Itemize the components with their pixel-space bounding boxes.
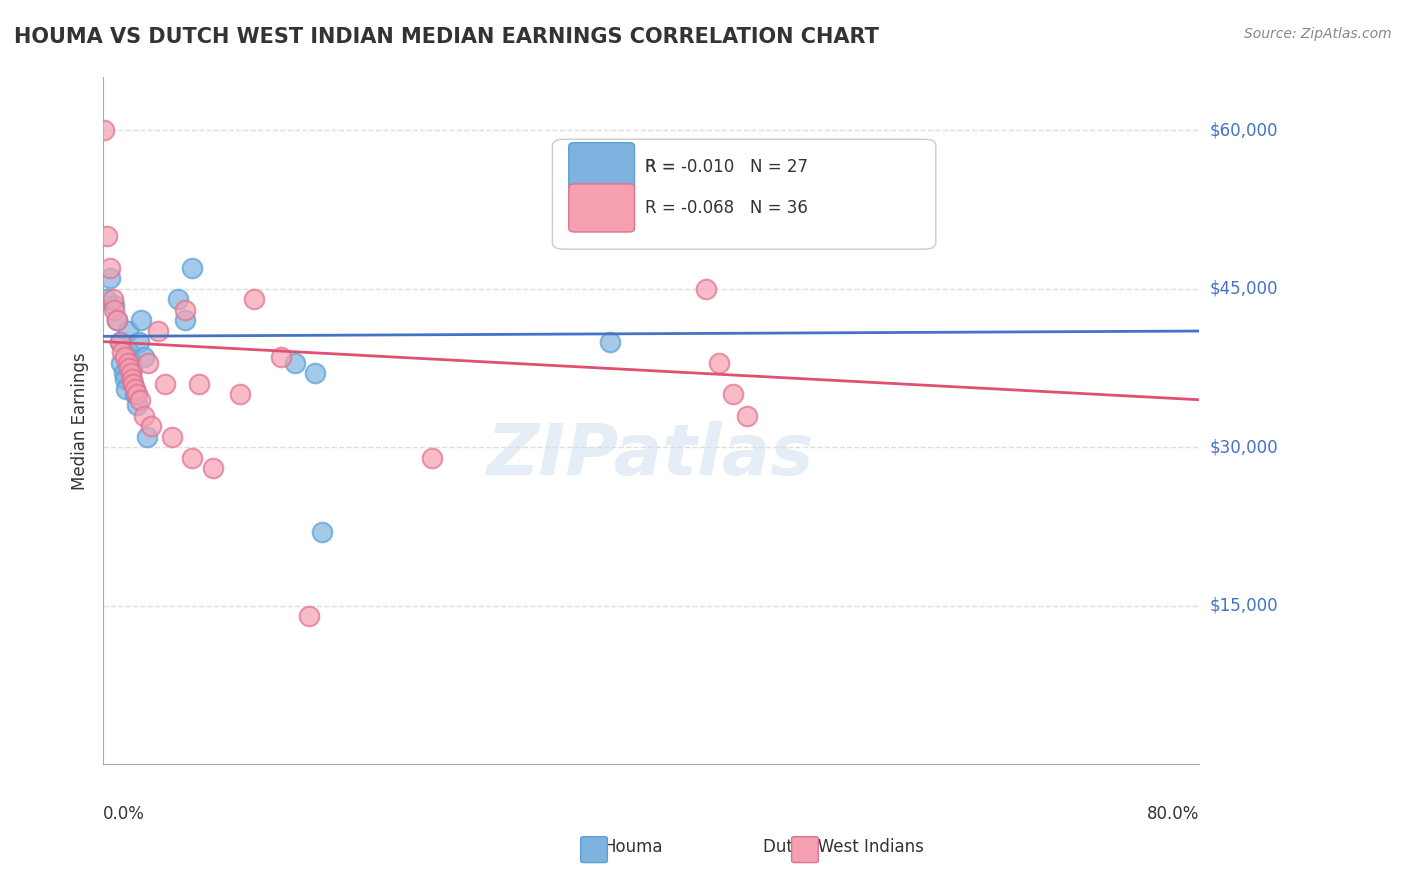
Point (114, 351, 136, 365)
Text: Dutch West Indians: Dutch West Indians (763, 838, 924, 856)
Point (174, 302, 197, 317)
Text: HOUMA VS DUTCH WEST INDIAN MEDIAN EARNINGS CORRELATION CHART: HOUMA VS DUTCH WEST INDIAN MEDIAN EARNIN… (14, 27, 879, 46)
Text: Houma: Houma (603, 838, 662, 856)
Text: $60,000: $60,000 (1211, 121, 1278, 139)
Point (181, 260, 204, 275)
Text: ZIPatlas: ZIPatlas (488, 421, 814, 490)
FancyBboxPatch shape (553, 139, 936, 249)
Point (101, 293, 124, 307)
Point (103, 302, 125, 317)
Point (136, 430, 159, 444)
Point (93, 123, 115, 137)
Point (118, 361, 141, 376)
Point (134, 409, 156, 423)
Text: $45,000: $45,000 (1211, 280, 1278, 298)
Point (128, 334, 150, 349)
Point (96, 229, 118, 244)
Point (127, 398, 149, 412)
Point (108, 334, 131, 349)
Point (114, 371, 136, 385)
Point (136, 356, 159, 370)
Point (110, 356, 132, 370)
Point (201, 461, 224, 475)
Y-axis label: Median Earnings: Median Earnings (72, 352, 89, 490)
Point (129, 392, 152, 407)
FancyBboxPatch shape (569, 143, 634, 191)
Point (139, 419, 162, 434)
Point (103, 298, 125, 312)
Text: $15,000: $15,000 (1211, 597, 1278, 615)
Point (117, 324, 139, 338)
Point (304, 367, 326, 381)
Text: $30,000: $30,000 (1211, 438, 1278, 457)
Text: Source: ZipAtlas.com: Source: ZipAtlas.com (1244, 27, 1392, 41)
Point (111, 345, 134, 359)
Text: R =: R = (645, 158, 682, 176)
Point (108, 334, 131, 349)
Point (709, 356, 731, 370)
Point (127, 387, 149, 401)
Point (297, 609, 319, 624)
Point (120, 367, 142, 381)
Point (98, 271, 121, 285)
Point (121, 371, 143, 385)
Point (98, 260, 121, 275)
Point (242, 293, 264, 307)
Point (695, 282, 717, 296)
Point (735, 409, 758, 423)
Point (721, 387, 744, 401)
Text: 0.0%: 0.0% (103, 805, 145, 823)
Point (167, 293, 190, 307)
Point (124, 382, 146, 396)
Point (105, 313, 128, 327)
Point (124, 387, 146, 401)
Point (188, 376, 211, 391)
Point (599, 334, 621, 349)
Point (112, 367, 135, 381)
Point (115, 382, 138, 396)
Point (122, 376, 145, 391)
Point (270, 351, 292, 365)
Point (174, 313, 197, 327)
Point (153, 376, 176, 391)
Point (122, 376, 145, 391)
Text: 80.0%: 80.0% (1146, 805, 1199, 823)
Point (420, 450, 443, 465)
Point (284, 356, 307, 370)
Point (94, 293, 117, 307)
Point (160, 430, 183, 444)
Point (146, 324, 169, 338)
Text: R = -0.010   N = 27: R = -0.010 N = 27 (645, 158, 808, 176)
Point (120, 356, 142, 370)
Point (311, 524, 333, 539)
FancyBboxPatch shape (569, 184, 634, 232)
Text: R = -0.068   N = 36: R = -0.068 N = 36 (645, 199, 808, 217)
Point (229, 387, 252, 401)
Point (105, 313, 128, 327)
Point (131, 313, 153, 327)
Point (181, 450, 204, 465)
Point (118, 345, 141, 359)
Point (121, 361, 143, 376)
Point (117, 356, 139, 370)
Point (134, 351, 156, 365)
